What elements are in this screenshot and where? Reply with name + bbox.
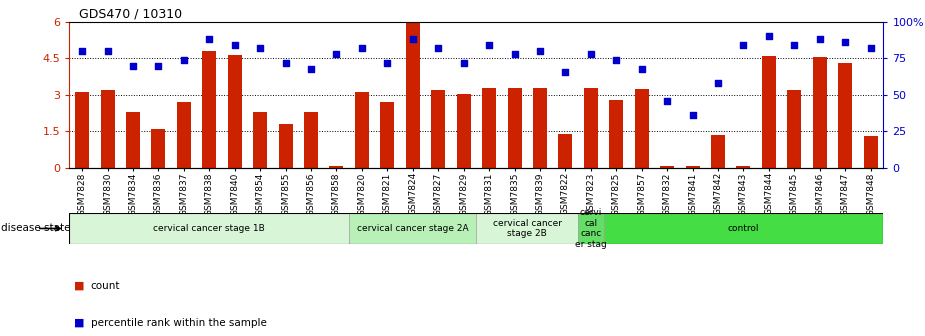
Point: [761, 34, 776, 39]
Bar: [508, 88, 522, 168]
Point: [278, 60, 293, 66]
Point: [354, 45, 369, 51]
FancyBboxPatch shape: [603, 213, 883, 244]
Point: [228, 43, 242, 48]
FancyBboxPatch shape: [350, 213, 476, 244]
Point: [838, 40, 853, 45]
Point: [329, 51, 344, 57]
Point: [253, 45, 267, 51]
Bar: [813, 57, 827, 168]
Point: [660, 98, 674, 103]
Bar: [482, 88, 496, 168]
Bar: [685, 166, 699, 168]
Point: [405, 37, 420, 42]
Bar: [736, 166, 750, 168]
Bar: [431, 90, 445, 168]
Text: control: control: [728, 224, 759, 233]
Bar: [355, 92, 369, 168]
FancyBboxPatch shape: [578, 213, 603, 244]
Bar: [380, 102, 394, 168]
Point: [177, 57, 191, 62]
Point: [584, 51, 598, 57]
Point: [635, 66, 649, 71]
Point: [380, 60, 395, 66]
Point: [685, 113, 700, 118]
Bar: [584, 88, 598, 168]
Bar: [253, 112, 267, 168]
Point: [303, 66, 318, 71]
Bar: [152, 129, 166, 168]
Point: [151, 63, 166, 69]
Point: [75, 48, 90, 54]
Bar: [75, 92, 89, 168]
Bar: [126, 112, 140, 168]
Text: disease state: disease state: [1, 223, 70, 234]
Bar: [762, 56, 776, 168]
Bar: [660, 166, 674, 168]
Point: [736, 43, 751, 48]
Point: [100, 48, 115, 54]
Point: [507, 51, 522, 57]
Bar: [203, 51, 216, 168]
Bar: [787, 90, 801, 168]
Point: [533, 48, 548, 54]
Bar: [533, 88, 547, 168]
Text: ■: ■: [74, 318, 84, 328]
FancyBboxPatch shape: [476, 213, 578, 244]
Point: [482, 43, 497, 48]
Point: [609, 57, 623, 62]
Text: percentile rank within the sample: percentile rank within the sample: [91, 318, 266, 328]
Bar: [711, 135, 725, 168]
Point: [812, 37, 827, 42]
Text: count: count: [91, 281, 120, 291]
Point: [456, 60, 471, 66]
Point: [126, 63, 141, 69]
FancyBboxPatch shape: [69, 213, 350, 244]
Point: [558, 69, 573, 74]
Bar: [177, 102, 191, 168]
Point: [431, 45, 446, 51]
Text: GDS470 / 10310: GDS470 / 10310: [79, 7, 181, 20]
Bar: [610, 100, 623, 168]
Text: cervical cancer
stage 2B: cervical cancer stage 2B: [493, 219, 561, 238]
Text: cervi
cal
canc
er stag: cervi cal canc er stag: [575, 208, 607, 249]
Bar: [304, 112, 318, 168]
Bar: [457, 94, 471, 168]
Bar: [329, 166, 343, 168]
Text: ■: ■: [74, 281, 84, 291]
Point: [863, 45, 878, 51]
Bar: [635, 89, 648, 168]
Text: cervical cancer stage 2A: cervical cancer stage 2A: [357, 224, 469, 233]
Bar: [406, 23, 420, 168]
Bar: [559, 134, 573, 168]
Bar: [864, 136, 878, 168]
Bar: [278, 124, 292, 168]
Bar: [228, 55, 241, 168]
Text: cervical cancer stage 1B: cervical cancer stage 1B: [154, 224, 265, 233]
Bar: [101, 90, 115, 168]
Point: [710, 81, 725, 86]
Bar: [838, 63, 852, 168]
Point: [202, 37, 216, 42]
Point: [787, 43, 802, 48]
